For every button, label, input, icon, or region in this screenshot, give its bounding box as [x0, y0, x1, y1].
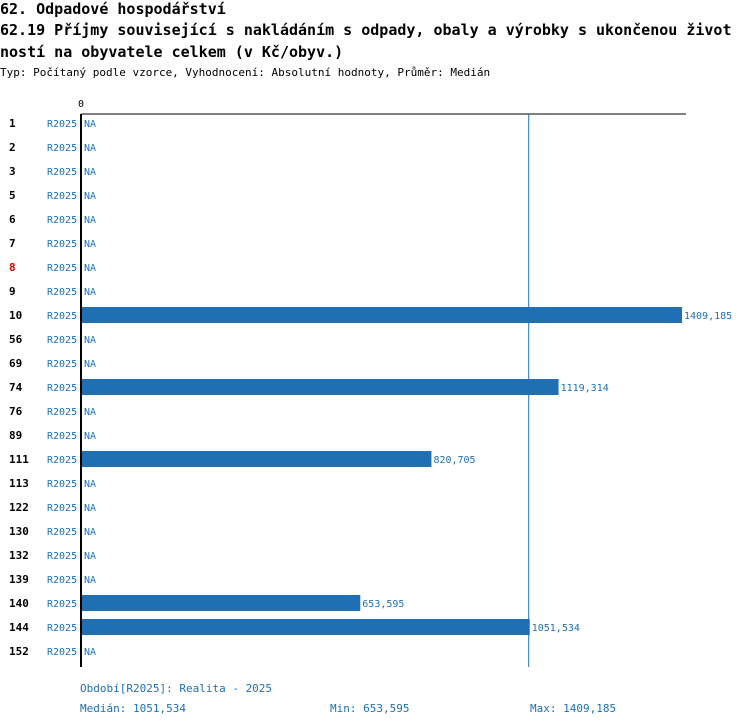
row-label: 113 — [9, 477, 29, 490]
na-label: NA — [84, 167, 96, 178]
bar-value-label: 653,595 — [362, 599, 404, 610]
bar-value-label: 1409,185 — [684, 311, 732, 322]
na-label: NA — [84, 335, 96, 346]
chart-meta: Typ: Počítaný podle vzorce, Vyhodnocení:… — [0, 66, 491, 79]
row-label: 5 — [9, 189, 16, 202]
row-period: R2025 — [47, 311, 77, 322]
row-label: 76 — [9, 405, 23, 418]
row-period: R2025 — [47, 527, 77, 538]
row-label: 1 — [9, 117, 16, 130]
row-label: 139 — [9, 573, 29, 586]
row-period: R2025 — [47, 551, 77, 562]
na-label: NA — [84, 191, 96, 202]
row-label: 3 — [9, 165, 16, 178]
row-period: R2025 — [47, 599, 77, 610]
bar — [82, 619, 530, 635]
row-label: 2 — [9, 141, 16, 154]
row-period: R2025 — [47, 479, 77, 490]
bar-value-label: 1051,534 — [532, 623, 580, 634]
axis-zero-label: 0 — [78, 99, 84, 110]
na-label: NA — [84, 287, 96, 298]
row-period: R2025 — [47, 623, 77, 634]
row-period: R2025 — [47, 647, 77, 658]
row-period: R2025 — [47, 335, 77, 346]
na-label: NA — [84, 503, 96, 514]
chart-title: 62. Odpadové hospodářství — [0, 0, 226, 18]
row-label: 74 — [9, 381, 23, 394]
row-label: 130 — [9, 525, 29, 538]
row-period: R2025 — [47, 359, 77, 370]
indicator-title-line2: ností na obyvatele celkem (v Kč/obyv.) — [0, 43, 344, 61]
na-label: NA — [84, 359, 96, 370]
bar-value-label: 820,705 — [433, 455, 475, 466]
na-label: NA — [84, 407, 96, 418]
row-label: 10 — [9, 309, 22, 322]
row-period: R2025 — [47, 191, 77, 202]
na-label: NA — [84, 527, 96, 538]
indicator-title-line1: 62.19 Příjmy související s nakládáním s … — [0, 21, 732, 39]
na-label: NA — [84, 431, 96, 442]
na-label: NA — [84, 647, 96, 658]
row-period: R2025 — [47, 455, 77, 466]
bar — [82, 595, 361, 611]
row-label: 144 — [9, 621, 29, 634]
row-period: R2025 — [47, 503, 77, 514]
bar — [82, 451, 432, 467]
na-label: NA — [84, 479, 96, 490]
na-label: NA — [84, 215, 96, 226]
bar — [82, 379, 559, 395]
row-period: R2025 — [47, 575, 77, 586]
na-label: NA — [84, 239, 96, 250]
row-label: 89 — [9, 429, 22, 442]
na-label: NA — [84, 143, 96, 154]
row-label: 122 — [9, 501, 29, 514]
row-label: 7 — [9, 237, 16, 250]
row-period: R2025 — [47, 431, 77, 442]
footer-period-note: Období[R2025]: Realita - 2025 — [80, 682, 273, 695]
bar — [82, 307, 682, 323]
bar-value-label: 1119,314 — [561, 383, 609, 394]
footer-median: Medián: 1051,534 — [80, 702, 186, 715]
na-label: NA — [84, 263, 96, 274]
na-label: NA — [84, 119, 96, 130]
row-period: R2025 — [47, 383, 77, 394]
row-period: R2025 — [47, 143, 77, 154]
row-period: R2025 — [47, 119, 77, 130]
row-label: 140 — [9, 597, 29, 610]
row-label: 6 — [9, 213, 16, 226]
row-period: R2025 — [47, 407, 77, 418]
row-period: R2025 — [47, 263, 77, 274]
footer-max: Max: 1409,185 — [530, 702, 617, 715]
row-label: 56 — [9, 333, 23, 346]
row-period: R2025 — [47, 287, 77, 298]
row-label: 152 — [9, 645, 29, 658]
row-label: 69 — [9, 357, 22, 370]
row-label: 9 — [9, 285, 16, 298]
row-period: R2025 — [47, 215, 77, 226]
row-period: R2025 — [47, 239, 77, 250]
footer-min: Min: 653,595 — [330, 702, 410, 715]
na-label: NA — [84, 575, 96, 586]
row-label: 111 — [9, 453, 29, 466]
row-period: R2025 — [47, 167, 77, 178]
row-label: 8 — [9, 261, 16, 274]
row-label: 132 — [9, 549, 29, 562]
na-label: NA — [84, 551, 96, 562]
